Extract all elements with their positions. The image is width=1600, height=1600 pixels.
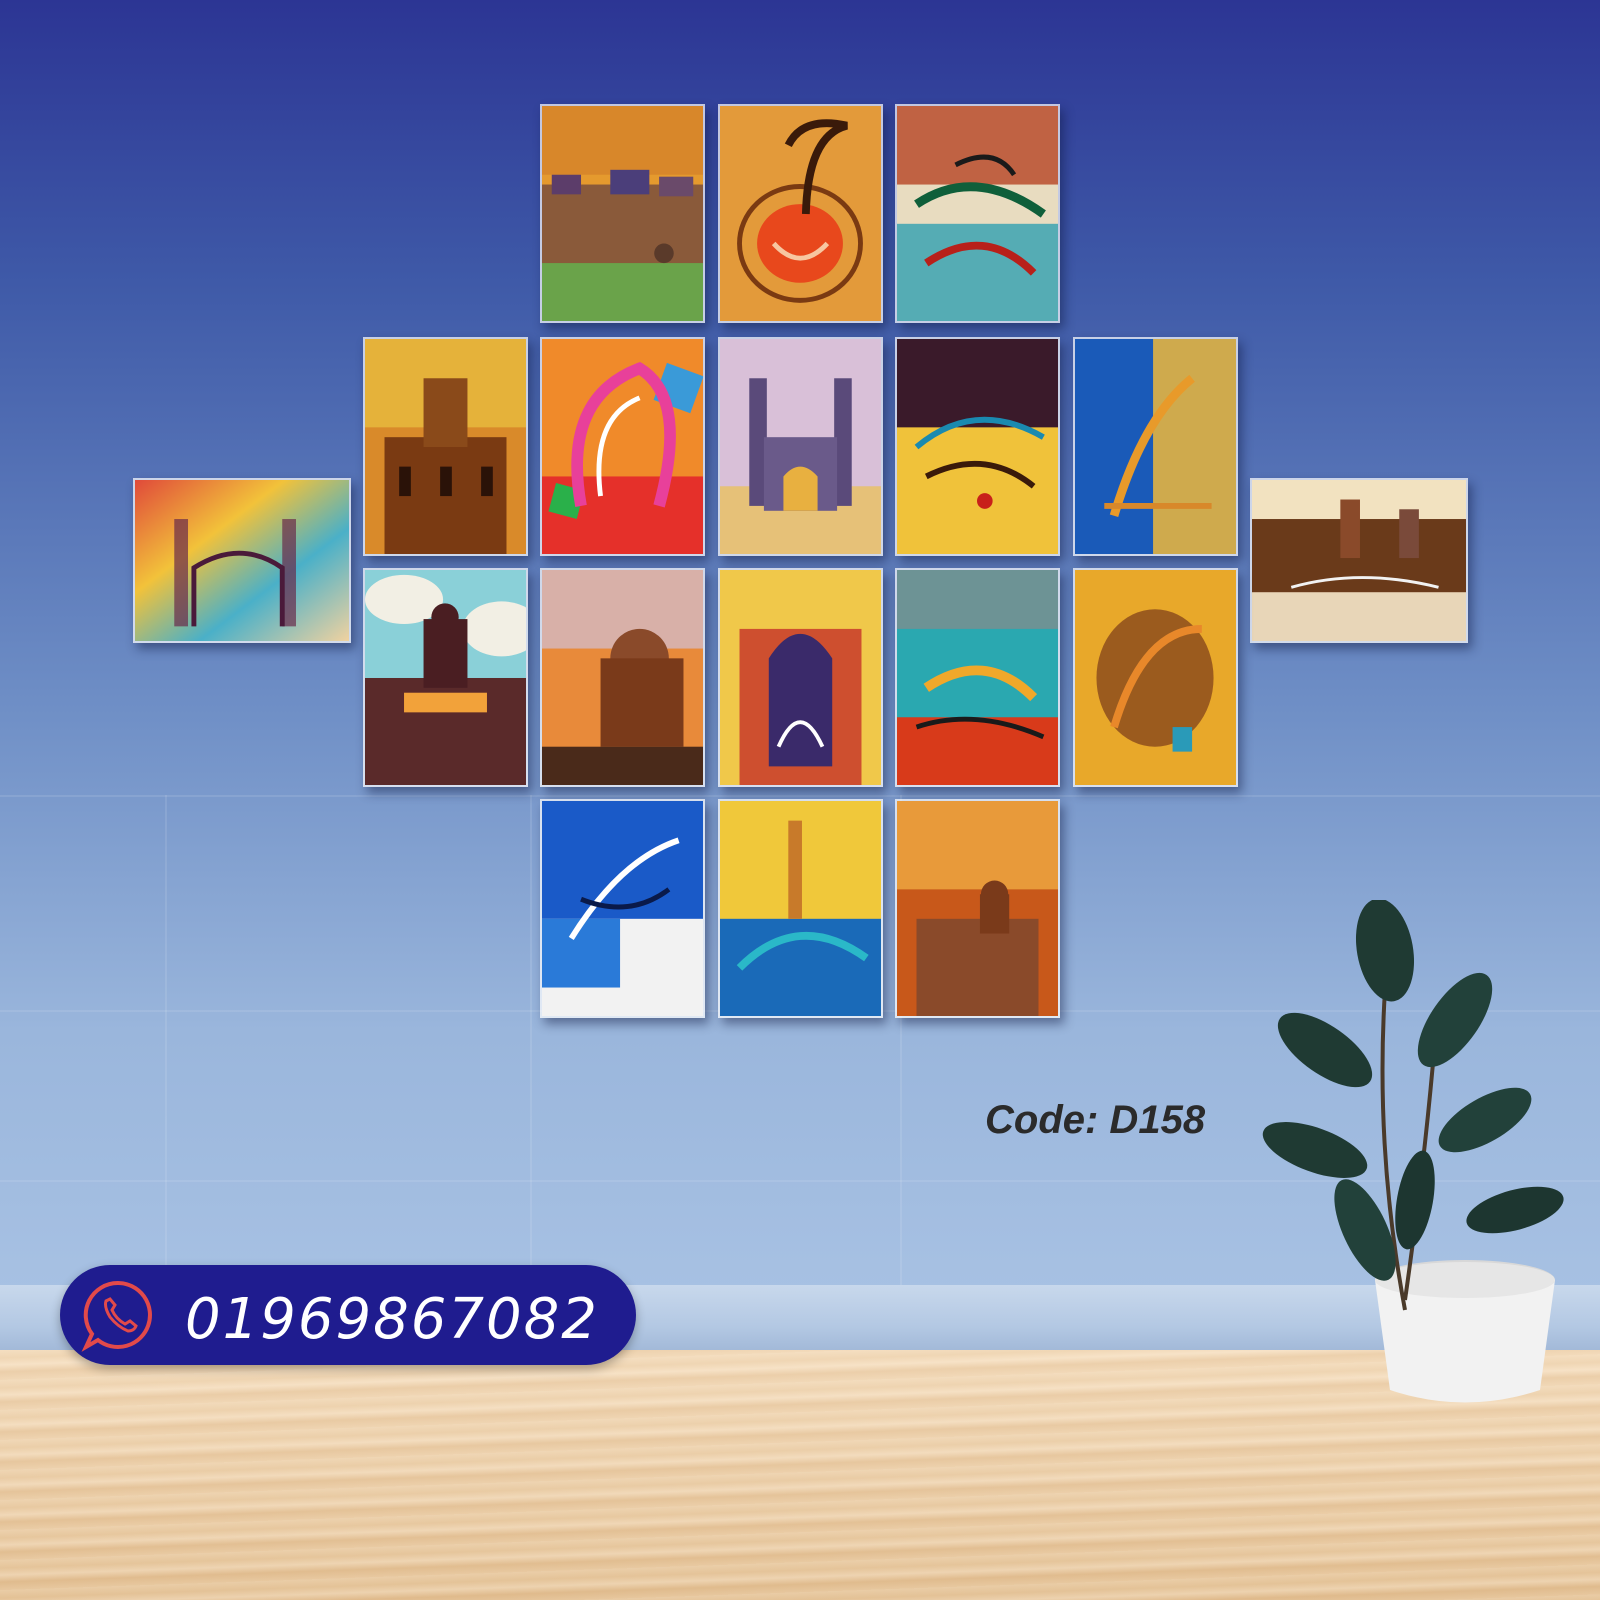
potted-plant xyxy=(1262,900,1564,1403)
artwork-calligraphy-blue-gold xyxy=(1073,337,1238,556)
wall-panel-line xyxy=(0,1180,1600,1182)
artwork-palace-orange xyxy=(363,337,528,556)
wall-panel-line xyxy=(900,795,902,1285)
product-code-label: Code: D158 xyxy=(985,1098,1206,1142)
artwork-calligraphy-gold-brown xyxy=(1073,568,1238,787)
artwork-calligraphy-blue-white xyxy=(540,799,705,1018)
wall-panel-line xyxy=(530,795,532,1285)
artwork-calligraphy-dark-yellow xyxy=(895,337,1060,556)
artwork-palace-rust xyxy=(895,799,1060,1018)
phone-number: 01969867082 xyxy=(185,1287,599,1352)
wall-panel-line xyxy=(0,795,1600,797)
artwork-calligraphy-teal-red xyxy=(895,104,1060,323)
artwork-dome-sunset xyxy=(540,568,705,787)
artwork-subhanallah-pink xyxy=(540,337,705,556)
wall-panel-line xyxy=(165,795,167,1285)
artwork-allah-orange xyxy=(718,104,883,323)
artwork-city-landscape xyxy=(1250,478,1468,643)
whatsapp-phone-icon xyxy=(81,1280,152,1352)
artwork-mysore-palace xyxy=(363,568,528,787)
artwork-calligraphy-blue-yellow xyxy=(718,799,883,1018)
artwork-fort-green xyxy=(540,104,705,323)
artwork-charminar-watercolor xyxy=(718,337,883,556)
contact-phone-pill[interactable]: 01969867082 xyxy=(60,1265,636,1365)
artwork-palace-rainbow xyxy=(133,478,351,643)
artwork-mosque-calligraphy xyxy=(718,568,883,787)
artwork-calligraphy-teal-orange xyxy=(895,568,1060,787)
wooden-floor xyxy=(0,1350,1600,1600)
